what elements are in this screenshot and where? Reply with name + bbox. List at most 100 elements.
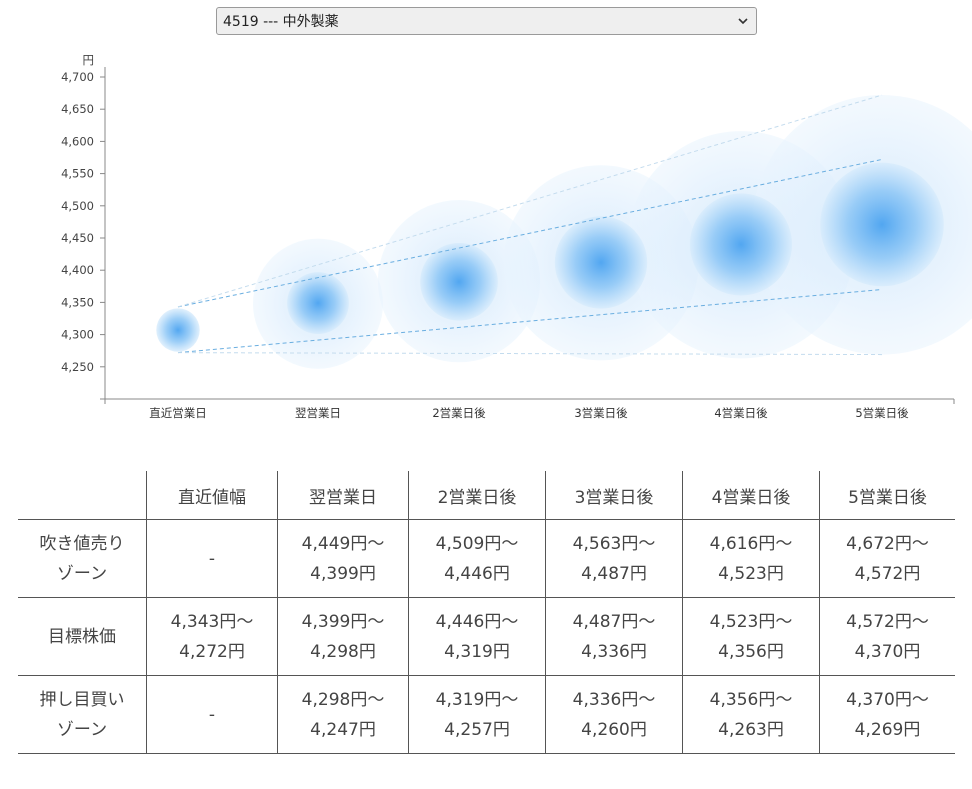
- target-zone-bubble: [820, 162, 944, 287]
- table-header-cell: 5営業日後: [819, 471, 955, 520]
- table-cell-line: 4,319円: [444, 641, 510, 662]
- table-cell-line: -: [208, 704, 216, 725]
- x-tick-label: 翌営業日: [295, 406, 341, 420]
- table-header-cell: 直近値幅: [146, 471, 278, 520]
- table-cell-line: 4,487円～: [572, 611, 656, 632]
- table-cell: 4,343円～ 4,272円: [146, 597, 278, 676]
- table-row: 吹き値売りゾーン - 4,449円～ 4,399円 4,509円～ 4,446円 4,563…: [18, 519, 955, 598]
- target-zone-bubble: [554, 216, 648, 309]
- table-cell: 4,298円～ 4,247円: [277, 675, 409, 754]
- table-cell-line: 4,572円: [854, 563, 921, 584]
- x-tick-label: 4営業日後: [714, 406, 768, 420]
- outer-upper-line: [177, 94, 883, 308]
- table-cell-line: 4,509円～: [435, 533, 519, 554]
- target-zone-bubble: [689, 193, 793, 296]
- table-cell-line: 4,269円: [854, 719, 921, 740]
- table-cell-line: 4,336円～: [572, 689, 656, 710]
- x-tick-label: 5営業日後: [855, 406, 909, 420]
- x-tick-label: 2営業日後: [432, 406, 486, 420]
- table-cell-line: 4,356円: [718, 641, 784, 662]
- x-tick-label: 直近営業日: [149, 406, 207, 420]
- table-cell-line: 4,672円～: [846, 533, 929, 554]
- table-cell-line: 4,319円～: [435, 689, 519, 710]
- table-cell: 4,370円～ 4,269円: [819, 675, 955, 754]
- target-lower-line: [177, 289, 883, 354]
- target-zone-bubble: [287, 272, 349, 334]
- table-cell: 4,336円～ 4,260円: [545, 675, 683, 754]
- table-corner-cell: [18, 471, 147, 520]
- y-tick-label: 4,650: [61, 102, 94, 116]
- y-axis-unit: 円: [83, 53, 95, 67]
- row-label-line: 押し目買い: [39, 689, 125, 710]
- target-zone-layer: [156, 162, 944, 352]
- table-cell-line: 4,446円: [444, 563, 510, 584]
- table-cell-line: 4,247円: [310, 719, 376, 740]
- stock-selector-value: 4519 --- 中外製薬: [223, 14, 339, 30]
- table-cell: 4,523円～ 4,356円: [682, 597, 820, 676]
- table-cell: -: [146, 519, 278, 598]
- forecast-table: 直近値幅 翌営業日 2営業日後 3営業日後 4営業日後 5営業日後吹き値売りゾーン - 4,4…: [18, 471, 955, 754]
- row-label: 吹き値売り ゾーン: [18, 519, 147, 598]
- table-cell-line: 4,523円～: [709, 611, 793, 632]
- table-cell: 4,509円～ 4,446円: [408, 519, 546, 598]
- row-label-line: 目標株価: [48, 626, 116, 647]
- outer-lower-line: [177, 352, 883, 356]
- table-cell-line: 4,257円: [444, 719, 510, 740]
- table-cell-line: 4,449円～: [301, 533, 385, 554]
- y-tick-label: 4,250: [61, 360, 94, 374]
- table-cell-line: 4,370円～: [846, 689, 929, 710]
- x-tick-label: 3営業日後: [574, 406, 628, 420]
- table-cell-line: -: [208, 548, 216, 569]
- table-cell-line: 4,523円: [718, 563, 784, 584]
- table-cell-line: 4,260円: [581, 719, 647, 740]
- table-row: 押し目買いゾーン - 4,298円～ 4,247円 4,319円～ 4,257円 4,336…: [18, 675, 955, 754]
- table-cell-line: 4,343円～: [170, 611, 254, 632]
- y-tick-label: 4,450: [61, 231, 94, 245]
- table-cell-line: 4,446円～: [435, 611, 519, 632]
- table-cell-line: 4,298円～: [301, 689, 385, 710]
- y-tick-label: 4,700: [61, 70, 94, 84]
- row-label-line: 吹き値売り: [39, 533, 125, 554]
- y-tick-label: 4,350: [61, 295, 94, 309]
- row-label-line: ゾーン: [56, 563, 108, 584]
- table-cell: 4,399円～ 4,298円: [277, 597, 409, 676]
- table-cell: 4,449円～ 4,399円: [277, 519, 409, 598]
- chevron-down-icon: [738, 18, 748, 25]
- table-cell-line: 4,356円～: [709, 689, 793, 710]
- table-header-cell: 4営業日後: [682, 471, 820, 520]
- stock-selector[interactable]: 4519 --- 中外製薬: [216, 7, 757, 35]
- row-label-line: ゾーン: [56, 719, 108, 740]
- y-tick-label: 4,600: [61, 134, 94, 148]
- table-cell-line: 4,399円: [310, 563, 376, 584]
- table-cell-line: 4,399円～: [301, 611, 385, 632]
- table-cell-line: 4,487円: [581, 563, 647, 584]
- y-tick-label: 4,500: [61, 199, 94, 213]
- table-header-cell: 2営業日後: [408, 471, 546, 520]
- range-lines-layer: [177, 94, 883, 356]
- axes: 円 4,250 4,300 4,350 4,400 4,450 4,500 4,550 4,60…: [61, 53, 955, 420]
- y-tick-label: 4,300: [61, 328, 94, 342]
- target-zone-bubble: [420, 242, 498, 321]
- table-cell-line: 4,563円～: [572, 533, 656, 554]
- table-cell: 4,487円～ 4,336円: [545, 597, 683, 676]
- table-header-cell: 翌営業日: [277, 471, 409, 520]
- table-cell: -: [146, 675, 278, 754]
- table-header-row: 直近値幅 翌営業日 2営業日後 3営業日後 4営業日後 5営業日後: [18, 471, 955, 520]
- table-cell-line: 4,272円: [179, 641, 245, 662]
- y-tick-label: 4,550: [61, 167, 94, 181]
- table-cell: 4,446円～ 4,319円: [408, 597, 546, 676]
- target-upper-line: [177, 158, 883, 308]
- stock-selector-wrap: 4519 --- 中外製薬: [216, 7, 757, 35]
- table-header-cell: 3営業日後: [545, 471, 683, 520]
- price-forecast-chart: 円 4,250 4,300 4,350 4,400 4,450 4,500 4,550 4,60…: [61, 53, 972, 420]
- y-tick-label: 4,400: [61, 263, 94, 277]
- table-cell: 4,672円～ 4,572円: [819, 519, 955, 598]
- table-cell-line: 4,263円: [718, 719, 784, 740]
- row-label: 押し目買い ゾーン: [18, 675, 147, 754]
- table-cell-line: 4,370円: [854, 641, 921, 662]
- table-row: 目標株価 4,343円～ 4,272円 4,399円～ 4,298円 4,446円～ 4,3…: [18, 597, 955, 676]
- target-zone-bubble: [156, 308, 200, 352]
- table-cell: 4,356円～ 4,263円: [682, 675, 820, 754]
- table-cell-line: 4,336円: [581, 641, 647, 662]
- table-cell: 4,572円～ 4,370円: [819, 597, 955, 676]
